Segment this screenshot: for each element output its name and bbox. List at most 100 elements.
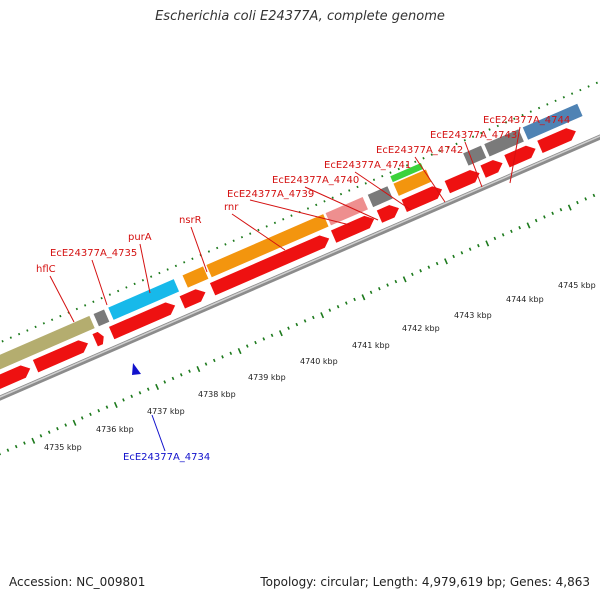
ruler-tick: [262, 337, 266, 341]
ruler-tick: [493, 236, 497, 241]
ruler-label: 4736 kbp: [96, 425, 134, 434]
ruler-tick: [171, 376, 175, 381]
upper-tick: [191, 257, 194, 260]
ruler-tick: [295, 322, 299, 327]
ruler-tick: [287, 326, 290, 330]
ruler-tick: [526, 222, 531, 229]
gene-EcE24377A_4740: [366, 185, 394, 208]
ruler-tick: [97, 409, 101, 413]
ruler-tick: [468, 247, 472, 251]
upper-tick: [504, 121, 508, 124]
ruler-tick: [584, 197, 588, 201]
gene-rnr: [205, 213, 330, 279]
feature-tracks: [0, 81, 598, 400]
ruler-tick: [80, 416, 84, 420]
upper-tick: [174, 264, 178, 268]
ruler-tick: [444, 258, 448, 265]
ruler-tick: [328, 308, 332, 312]
ruler-tick: [311, 315, 315, 320]
gene-EcE24377A_4742: [392, 168, 433, 197]
gene-hflC: [0, 315, 96, 383]
gene-label: EcE24377A_4739: [227, 189, 314, 200]
ruler-tick: [460, 251, 464, 255]
gene-label: nsrR: [179, 215, 202, 226]
ruler-tick: [39, 434, 43, 438]
label-leader-line: [139, 243, 151, 294]
upper-tick: [257, 228, 260, 232]
upper-tick: [273, 221, 277, 225]
upper-tick: [290, 214, 293, 217]
ruler-tick: [229, 351, 233, 355]
upper-tick: [488, 128, 491, 131]
ruler-tick: [452, 254, 455, 259]
upper-tick: [587, 85, 590, 88]
label-leader-line: [464, 141, 483, 188]
label-leader-line: [190, 226, 208, 273]
ruler-tick: [47, 430, 51, 434]
upper-tick: [430, 153, 433, 156]
ruler-tick: [510, 229, 513, 233]
upper-tick: [133, 282, 136, 286]
label-leader-line: [91, 259, 108, 306]
ruler-tick: [23, 441, 26, 445]
upper-tick: [117, 289, 120, 293]
gene-label: EcE24377A_4744: [483, 115, 570, 126]
upper-tick: [546, 103, 549, 106]
ruler-tick: [237, 348, 242, 355]
upper-tick: [17, 332, 21, 336]
ruler-label: 4738 kbp: [198, 390, 236, 399]
ruler-tick: [411, 272, 414, 277]
ruler-tick: [386, 283, 389, 287]
upper-tick: [232, 239, 235, 243]
upper-tick: [471, 135, 475, 138]
upper-tick: [108, 293, 112, 296]
upper-tick: [562, 95, 565, 99]
ruler-label: 4744 kbp: [506, 295, 544, 304]
ruler-label: 4737 kbp: [147, 407, 185, 416]
cds-red-6: [330, 215, 376, 244]
ruler-tick: [278, 330, 283, 337]
ruler-tick: [419, 269, 422, 273]
upper-tick: [463, 139, 466, 142]
upper-tick: [92, 300, 95, 304]
gene-EcE24377A_4744: [483, 128, 525, 158]
gene-EcE24377A_4735: [92, 308, 111, 328]
ruler-tick: [122, 398, 125, 402]
upper-tick: [496, 124, 499, 128]
ruler-tick: [138, 391, 142, 395]
upper-tick: [26, 329, 29, 332]
upper-tick: [529, 110, 532, 113]
upper-tick: [216, 246, 219, 250]
upper-tick: [438, 149, 442, 153]
ruler-tick: [146, 387, 150, 391]
gene-label: EcE24377A_4734: [123, 452, 210, 463]
upper-tick: [595, 81, 598, 85]
ruler-tick: [155, 383, 160, 391]
cds-red-12: [536, 127, 577, 154]
upper-tick: [83, 304, 87, 307]
upper-tick: [158, 271, 161, 275]
cds-red-3: [108, 301, 177, 341]
ruler-tick: [394, 279, 398, 284]
ruler-tick: [245, 344, 249, 348]
gene-label: EcE24377A_4740: [272, 175, 359, 186]
gene-label: rnr: [224, 202, 239, 213]
ruler-label: 4739 kbp: [248, 373, 286, 382]
upper-tick: [513, 117, 516, 120]
ruler-tick: [113, 401, 118, 408]
label-leader-line: [354, 171, 412, 211]
label-leader-line: [49, 275, 75, 323]
gene-EcE24377A_4741: [389, 162, 425, 183]
ruler-label: 4735 kbp: [44, 443, 82, 452]
upper-tick: [364, 182, 367, 185]
upper-tick: [240, 235, 244, 239]
ruler-tick: [551, 211, 555, 216]
upper-tick: [579, 88, 582, 92]
ruler-tick: [361, 294, 366, 301]
cds-red-9: [443, 169, 481, 195]
cds-red-7: [375, 204, 400, 224]
ruler-tick: [221, 355, 224, 359]
upper-tick: [570, 92, 574, 95]
upper-tick: [455, 142, 458, 146]
